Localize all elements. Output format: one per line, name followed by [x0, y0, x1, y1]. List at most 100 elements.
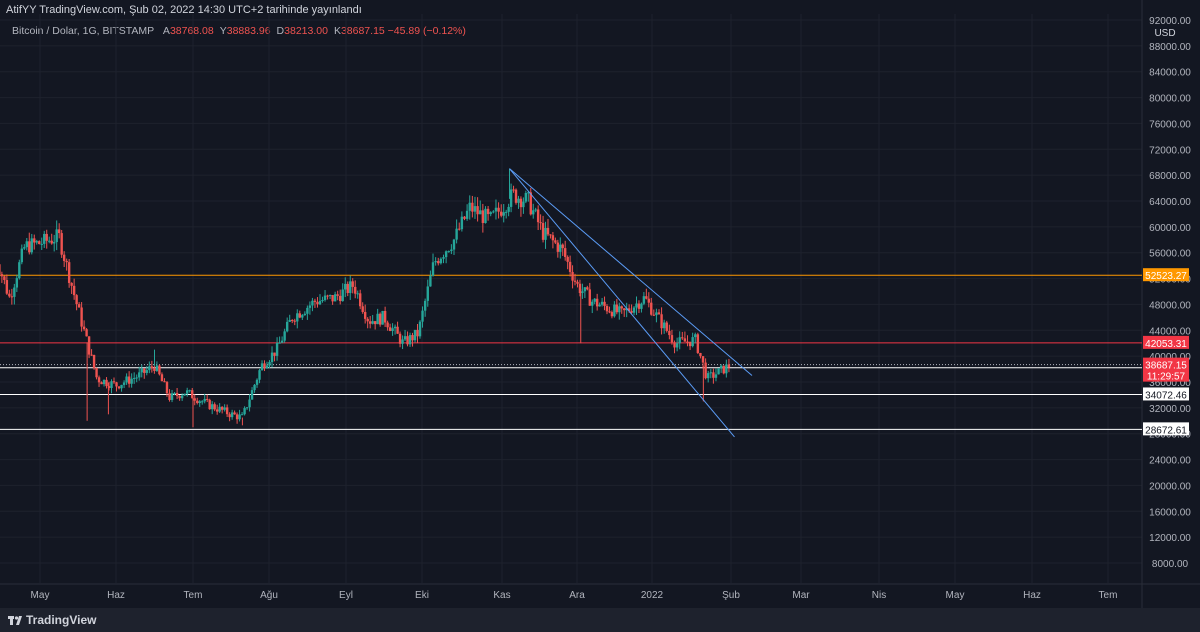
candle-body	[225, 407, 229, 415]
candle-body	[645, 296, 648, 299]
candle-body	[492, 211, 495, 213]
candle-body	[105, 379, 108, 387]
candle-body	[115, 382, 118, 387]
candle-body	[465, 210, 469, 219]
candle-body	[463, 216, 466, 219]
time-tick-label: Kas	[493, 590, 510, 601]
candle-body	[220, 406, 224, 410]
candle-body	[481, 210, 485, 224]
candle-body	[313, 300, 317, 302]
publish-bar: AtifYY TradingView.com, Şub 02, 2022 14:…	[0, 0, 1200, 20]
time-tick-label: May	[946, 590, 965, 601]
brand-name[interactable]: TradingView	[26, 613, 97, 627]
candle-body	[273, 352, 276, 356]
candle-body	[62, 254, 66, 261]
candle-body	[373, 321, 377, 325]
candle-body	[593, 298, 596, 302]
candle-body	[704, 362, 707, 379]
candle-body	[527, 192, 530, 194]
candle-body	[163, 381, 166, 383]
candle-body	[8, 293, 11, 297]
candle-body	[637, 303, 641, 309]
candle-body	[135, 377, 138, 379]
price-tick-label: 32000.00	[1149, 404, 1191, 415]
time-tick-label: 2022	[641, 590, 664, 601]
candle-body	[303, 313, 307, 316]
candle-body	[632, 307, 636, 313]
candle-body	[100, 382, 103, 385]
candle-body	[122, 382, 126, 385]
candle-body	[48, 240, 51, 242]
candle-body	[707, 373, 710, 379]
ohlc-value-d: 38213.00	[284, 25, 328, 37]
candle-body	[346, 283, 349, 293]
candle-body	[717, 368, 720, 375]
candle-body	[529, 192, 532, 215]
candle-body	[591, 301, 594, 306]
price-tick-label: 8000.00	[1152, 559, 1189, 570]
candle-body	[391, 328, 394, 331]
candle-body	[331, 295, 334, 302]
candle-body	[620, 306, 623, 309]
price-tag: 42053.31	[1143, 335, 1189, 350]
price-chart[interactable]: 8000.00 12000.00 16000.00 20000.00 24000.00 2…	[0, 0, 1200, 608]
time-tick-label: Eki	[415, 590, 429, 601]
ohlc-value-y: 38883.96	[226, 25, 271, 37]
candle-body	[296, 313, 299, 322]
time-tick-label: Tem	[184, 590, 203, 601]
candle-body	[650, 302, 653, 315]
symbol-name[interactable]: Bitcoin / Dolar, 1G, BITSTAMP	[12, 25, 154, 37]
candle-body	[349, 281, 352, 293]
candle-body	[623, 308, 626, 311]
candle-body	[479, 210, 482, 215]
candle-body	[90, 354, 93, 356]
candle-body	[366, 318, 369, 322]
candle-body	[338, 295, 342, 302]
price-tick-label: 20000.00	[1149, 481, 1191, 492]
ohlc-key-a: A	[162, 25, 170, 37]
candle-body	[546, 227, 550, 235]
candle-body	[532, 210, 535, 215]
currency-label: USD	[1154, 28, 1175, 39]
candle-body	[283, 331, 286, 341]
candle-body	[193, 398, 196, 401]
candle-body	[388, 327, 392, 331]
candle-body	[203, 398, 206, 402]
candle-body	[165, 382, 169, 394]
candle-body	[423, 300, 427, 311]
candle-body	[566, 256, 569, 262]
candle-body	[588, 289, 591, 306]
candle-body	[50, 240, 53, 244]
candle-body	[418, 321, 422, 337]
price-tag: 28672.61	[1143, 422, 1189, 436]
time-tick-label: Eyl	[339, 590, 353, 601]
candle-body	[75, 295, 78, 305]
candle-body	[413, 329, 417, 341]
candle-body	[5, 280, 9, 294]
candle-body	[694, 334, 697, 338]
candle-body	[148, 366, 151, 371]
price-tag-bg	[1143, 422, 1189, 436]
candle-body	[158, 365, 161, 375]
candle-body	[183, 393, 186, 396]
price-tag: 52523.27	[1143, 268, 1189, 282]
candle-body	[213, 404, 216, 410]
candle-body	[586, 287, 589, 290]
candle-body	[155, 365, 159, 371]
candle-body	[471, 202, 474, 212]
candle-body	[153, 368, 156, 371]
candle-body	[668, 330, 671, 336]
publish-info: AtifYY TradingView.com, Şub 02, 2022 14:…	[6, 4, 362, 16]
candle-body	[556, 242, 560, 252]
candle-body	[188, 390, 191, 392]
candle-body	[293, 320, 296, 322]
candle-body	[127, 376, 131, 384]
candle-body	[178, 395, 181, 399]
price-tick-label: 68000.00	[1149, 171, 1191, 182]
candle-body	[605, 305, 609, 312]
candle-body	[673, 342, 676, 348]
candle-body	[230, 412, 234, 418]
candle-body	[517, 198, 520, 203]
candle-body	[140, 368, 143, 373]
candle-body	[581, 291, 584, 294]
